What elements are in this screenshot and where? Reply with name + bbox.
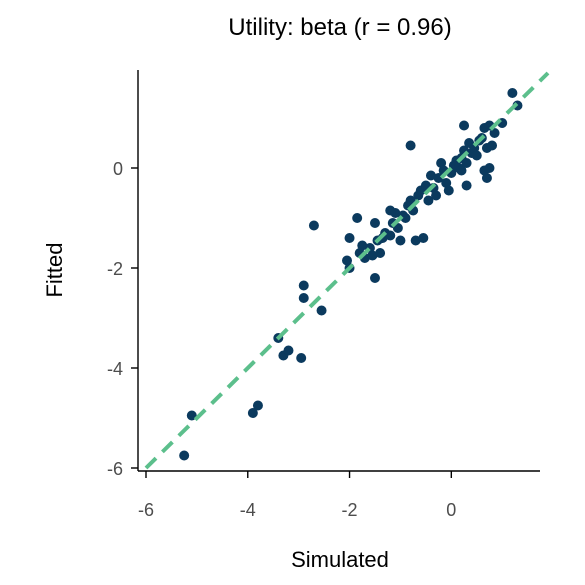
data-point: [436, 158, 447, 168]
data-point: [461, 158, 472, 168]
data-point: [298, 293, 309, 303]
data-point: [431, 190, 442, 201]
data-point: [471, 150, 482, 161]
data-point: [507, 88, 518, 98]
data-point: [400, 213, 411, 223]
axis-ticks: -6 -4 -2 0 -6 -4 -2 0: [107, 159, 456, 520]
chart-title: Utility: beta (r = 0.96): [228, 14, 451, 41]
y-tick-label: -4: [107, 359, 123, 379]
y-axis-title: Fitted: [42, 242, 67, 297]
data-points: [179, 88, 523, 461]
data-point: [425, 170, 436, 181]
y-tick-label: 0: [113, 159, 123, 179]
x-tick-label: -2: [342, 500, 358, 520]
data-point: [298, 280, 309, 291]
data-point: [405, 140, 416, 151]
data-point: [461, 180, 472, 191]
data-point: [344, 233, 355, 243]
data-point: [390, 208, 401, 218]
data-point: [479, 165, 490, 176]
data-point: [342, 255, 352, 266]
data-point: [252, 400, 263, 411]
data-point: [352, 213, 363, 223]
x-tick-label: -6: [138, 500, 154, 520]
data-point: [369, 273, 380, 283]
data-point: [410, 235, 421, 246]
data-point: [385, 230, 396, 241]
data-point: [369, 218, 380, 228]
x-tick-label: -4: [240, 500, 256, 520]
data-point: [296, 353, 307, 363]
y-tick-label: -2: [107, 259, 123, 279]
data-point: [456, 165, 467, 176]
data-point: [283, 345, 294, 356]
data-point: [441, 178, 452, 188]
data-point: [375, 248, 386, 258]
data-point: [418, 233, 429, 243]
data-point: [316, 305, 327, 316]
data-point: [179, 450, 190, 461]
data-point: [308, 220, 319, 231]
data-point: [459, 120, 470, 131]
data-point: [367, 250, 378, 261]
data-point: [481, 173, 492, 183]
data-point: [357, 240, 368, 251]
x-tick-label: 0: [446, 500, 456, 520]
data-point: [443, 185, 454, 196]
data-point: [487, 140, 498, 151]
data-point: [247, 408, 258, 418]
data-point: [423, 195, 434, 206]
reference-line: [144, 71, 550, 470]
y-tick-label: -6: [107, 459, 123, 479]
data-point: [395, 235, 406, 246]
x-axis-title: Simulated: [291, 547, 389, 572]
